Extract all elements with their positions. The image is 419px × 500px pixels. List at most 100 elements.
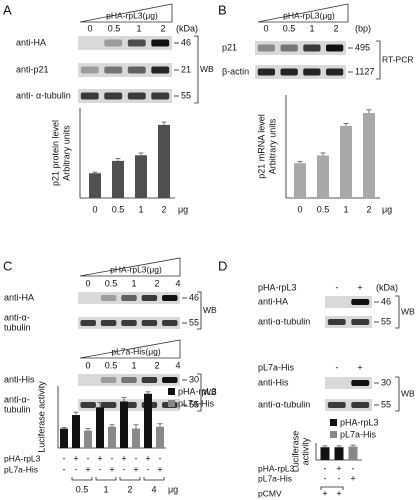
blot — [78, 36, 172, 50]
band — [104, 39, 123, 47]
band — [303, 44, 321, 52]
dose-label: 1 — [131, 360, 136, 370]
size-label: 21 — [181, 64, 191, 74]
bar — [96, 407, 104, 448]
band — [162, 377, 178, 383]
bar — [334, 447, 344, 460]
size-label: 55 — [189, 317, 199, 327]
sign: + — [350, 473, 355, 483]
band — [141, 295, 158, 301]
sign: + — [97, 453, 102, 463]
bar — [363, 113, 375, 198]
method-label: WB — [401, 306, 415, 316]
sign: - — [123, 464, 126, 474]
dose-label: 4 — [175, 360, 180, 370]
panel-label: D — [218, 258, 227, 273]
treatment-label: pL7a-His — [258, 362, 295, 372]
blot — [78, 63, 172, 77]
dose-label: 4 — [175, 278, 180, 288]
panel-label: A — [3, 2, 12, 17]
legend-label: pL7a-His — [178, 398, 215, 408]
legend-label: pL7a-His — [340, 429, 377, 439]
band — [141, 377, 158, 383]
band — [351, 319, 370, 325]
band — [325, 44, 344, 52]
blot-label: anti- α-tubulin — [16, 90, 71, 100]
legend-swatch — [168, 400, 175, 407]
band — [327, 319, 346, 325]
band — [141, 320, 158, 326]
size-label: 495 — [355, 42, 370, 52]
dose-label: 0 — [85, 360, 90, 370]
sign: + — [357, 282, 362, 292]
dose-label: 1 — [103, 484, 108, 494]
x-tick-label: 2 — [161, 204, 166, 214]
condition-label: pL7a-His — [4, 464, 38, 474]
dose-wedge — [257, 3, 349, 23]
bracket — [395, 376, 400, 412]
dose-label: 2 — [333, 23, 338, 33]
sign: - — [324, 463, 327, 473]
legend-swatch — [330, 431, 337, 438]
blot-label: p21 — [222, 42, 237, 52]
blot-label: anti-α-tubulin — [258, 399, 310, 409]
sign: - — [99, 464, 102, 474]
bracket — [71, 477, 93, 481]
y-axis-label: activity — [300, 437, 310, 465]
bar — [158, 124, 170, 198]
panel-label: B — [218, 2, 227, 17]
unit-label: μg — [178, 204, 188, 214]
method-label: WB — [203, 387, 217, 397]
band — [303, 68, 321, 76]
y-axis-label: Arbitrary units — [61, 125, 71, 181]
bracket — [119, 477, 141, 481]
bracket — [320, 486, 344, 490]
method-label: WB — [200, 64, 214, 74]
x-tick-label: 0.5 — [317, 204, 330, 214]
blot-label: anti-p21 — [16, 64, 49, 74]
size-unit: (bp) — [355, 23, 371, 33]
dose-label: 4 — [151, 484, 156, 494]
condition-label: pHA-rpL3 — [4, 453, 41, 463]
bracket — [395, 295, 400, 329]
unit-label: μg — [382, 204, 392, 214]
dose-label: 0.5 — [283, 23, 296, 33]
band — [100, 295, 117, 301]
sign: - — [135, 453, 138, 463]
band — [127, 66, 146, 74]
panel-label: C — [3, 258, 12, 273]
band — [351, 299, 370, 305]
blot-label: β-actin — [222, 66, 249, 76]
blot-label: anti-α- — [4, 394, 30, 404]
method-label: WB — [401, 388, 415, 398]
blot — [78, 89, 172, 103]
size-label: 46 — [181, 37, 191, 47]
band — [121, 320, 137, 326]
dose-wedge — [79, 339, 181, 359]
sign: + — [109, 464, 114, 474]
sign: + — [157, 464, 162, 474]
method-label: WB — [203, 305, 217, 315]
x-tick-label: 0 — [297, 204, 302, 214]
y-axis-label: p21 protein level — [50, 120, 60, 186]
sign: + — [133, 464, 138, 474]
bracket — [95, 477, 117, 481]
x-tick-label: 0.5 — [112, 204, 125, 214]
size-label: 30 — [381, 377, 391, 387]
y-axis-label: Luciferase — [290, 431, 300, 473]
bar — [144, 393, 152, 448]
blot-label: anti-α-tubulin — [258, 316, 310, 326]
blot-label: anti-α- — [4, 312, 30, 322]
x-tick-label: 1 — [343, 204, 348, 214]
y-axis-label: p21 mRNA level — [256, 114, 266, 179]
dose-label: 0.5 — [108, 23, 121, 33]
sign: + — [73, 453, 78, 463]
band — [100, 402, 117, 408]
bar — [72, 415, 80, 448]
bar — [340, 125, 352, 198]
sign: - — [336, 362, 339, 372]
dose-label: 0 — [85, 278, 90, 288]
band — [80, 92, 99, 100]
band — [257, 68, 276, 76]
x-tick-label: 2 — [366, 204, 371, 214]
